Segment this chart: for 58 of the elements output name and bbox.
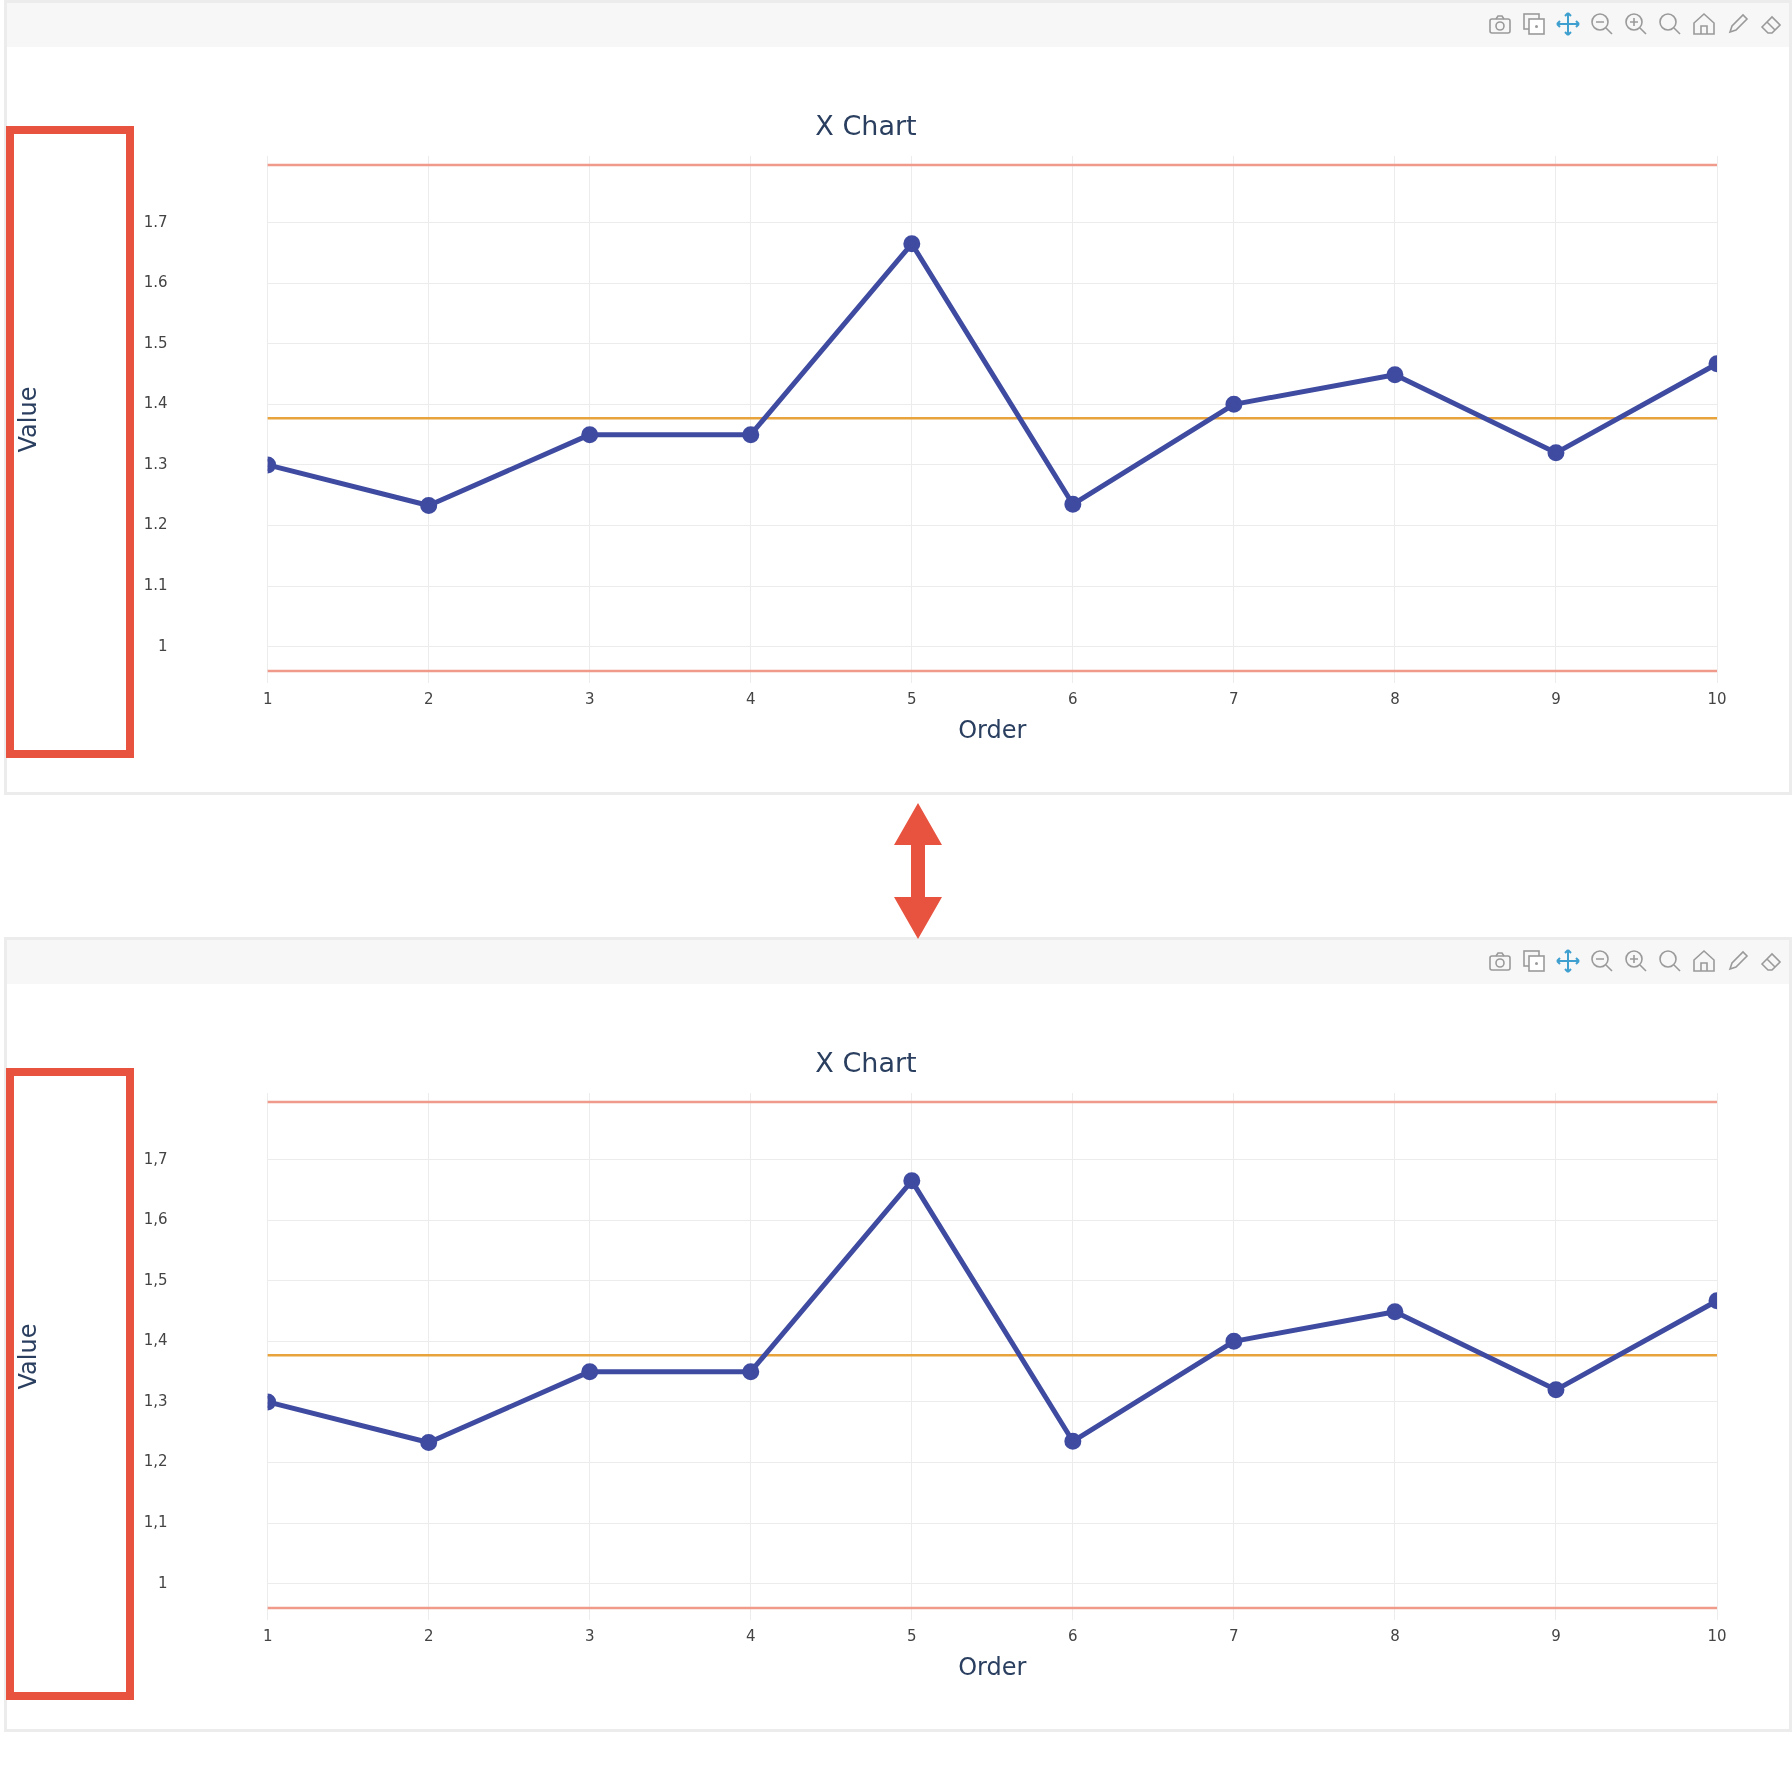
y-tick-label: 1,7 xyxy=(143,1149,168,1168)
y-axis-title: Value xyxy=(13,386,42,453)
x-tick-label: 8 xyxy=(1390,689,1400,708)
point xyxy=(1225,1332,1243,1350)
x-tick-label: 5 xyxy=(907,689,917,708)
point xyxy=(742,1363,760,1381)
x-axis-title: Order xyxy=(958,1652,1027,1681)
y-axis-title: Value xyxy=(13,1323,42,1390)
x-tick-label: 10 xyxy=(1707,1626,1727,1645)
point xyxy=(420,1434,438,1452)
point xyxy=(1386,366,1404,384)
y-tick-label: 1,6 xyxy=(143,1210,168,1229)
y-tick-label: 1.3 xyxy=(143,454,168,473)
y-tick-label: 1,4 xyxy=(143,1331,168,1350)
x-tick-label: 10 xyxy=(1707,689,1727,708)
x-tick-label: 7 xyxy=(1229,1626,1239,1645)
y-tick-label: 1.1 xyxy=(143,575,168,594)
x-tick-label: 5 xyxy=(907,1626,917,1645)
point xyxy=(742,426,760,444)
x-tick-label: 2 xyxy=(423,689,434,708)
x-tick-label: 6 xyxy=(1068,1626,1078,1645)
x-tick-label: 9 xyxy=(1551,1626,1561,1645)
y-tick-label: 1.4 xyxy=(143,394,168,413)
x-tick-label: 4 xyxy=(746,689,756,708)
y-tick-label: 1.6 xyxy=(143,273,168,292)
point xyxy=(1547,1381,1565,1399)
point xyxy=(581,426,599,444)
y-tick-label: 1,5 xyxy=(143,1270,168,1289)
point xyxy=(1064,495,1082,513)
point xyxy=(420,497,438,515)
x-tick-label: 4 xyxy=(746,1626,756,1645)
x-tick-label: 1 xyxy=(262,689,273,708)
point xyxy=(581,1363,599,1381)
point xyxy=(1386,1303,1404,1321)
y-tick-label: 1.7 xyxy=(143,212,168,231)
x-tick-label: 3 xyxy=(584,1626,595,1645)
x-tick-label: 8 xyxy=(1390,1626,1400,1645)
chart-title: X Chart xyxy=(815,109,917,141)
y-tick-label: 1,1 xyxy=(143,1512,168,1531)
point xyxy=(1547,444,1565,462)
x-tick-label: 1 xyxy=(262,1626,273,1645)
y-tick-label: 1.5 xyxy=(143,333,168,352)
y-tick-label: 1 xyxy=(158,636,168,655)
y-tick-label: 1,3 xyxy=(143,1391,168,1410)
point xyxy=(1064,1432,1082,1450)
x-tick-label: 3 xyxy=(584,689,595,708)
point xyxy=(1225,395,1243,413)
x-axis-title: Order xyxy=(958,715,1027,744)
x-tick-label: 6 xyxy=(1068,689,1078,708)
chart-title: X Chart xyxy=(815,1046,917,1078)
x-tick-label: 9 xyxy=(1551,689,1561,708)
y-tick-label: 1,2 xyxy=(143,1452,168,1471)
y-tick-label: 1 xyxy=(158,1573,168,1592)
point xyxy=(903,235,921,253)
x-tick-label: 7 xyxy=(1229,689,1239,708)
point xyxy=(903,1172,921,1190)
y-tick-label: 1.2 xyxy=(143,515,168,534)
x-tick-label: 2 xyxy=(423,1626,434,1645)
